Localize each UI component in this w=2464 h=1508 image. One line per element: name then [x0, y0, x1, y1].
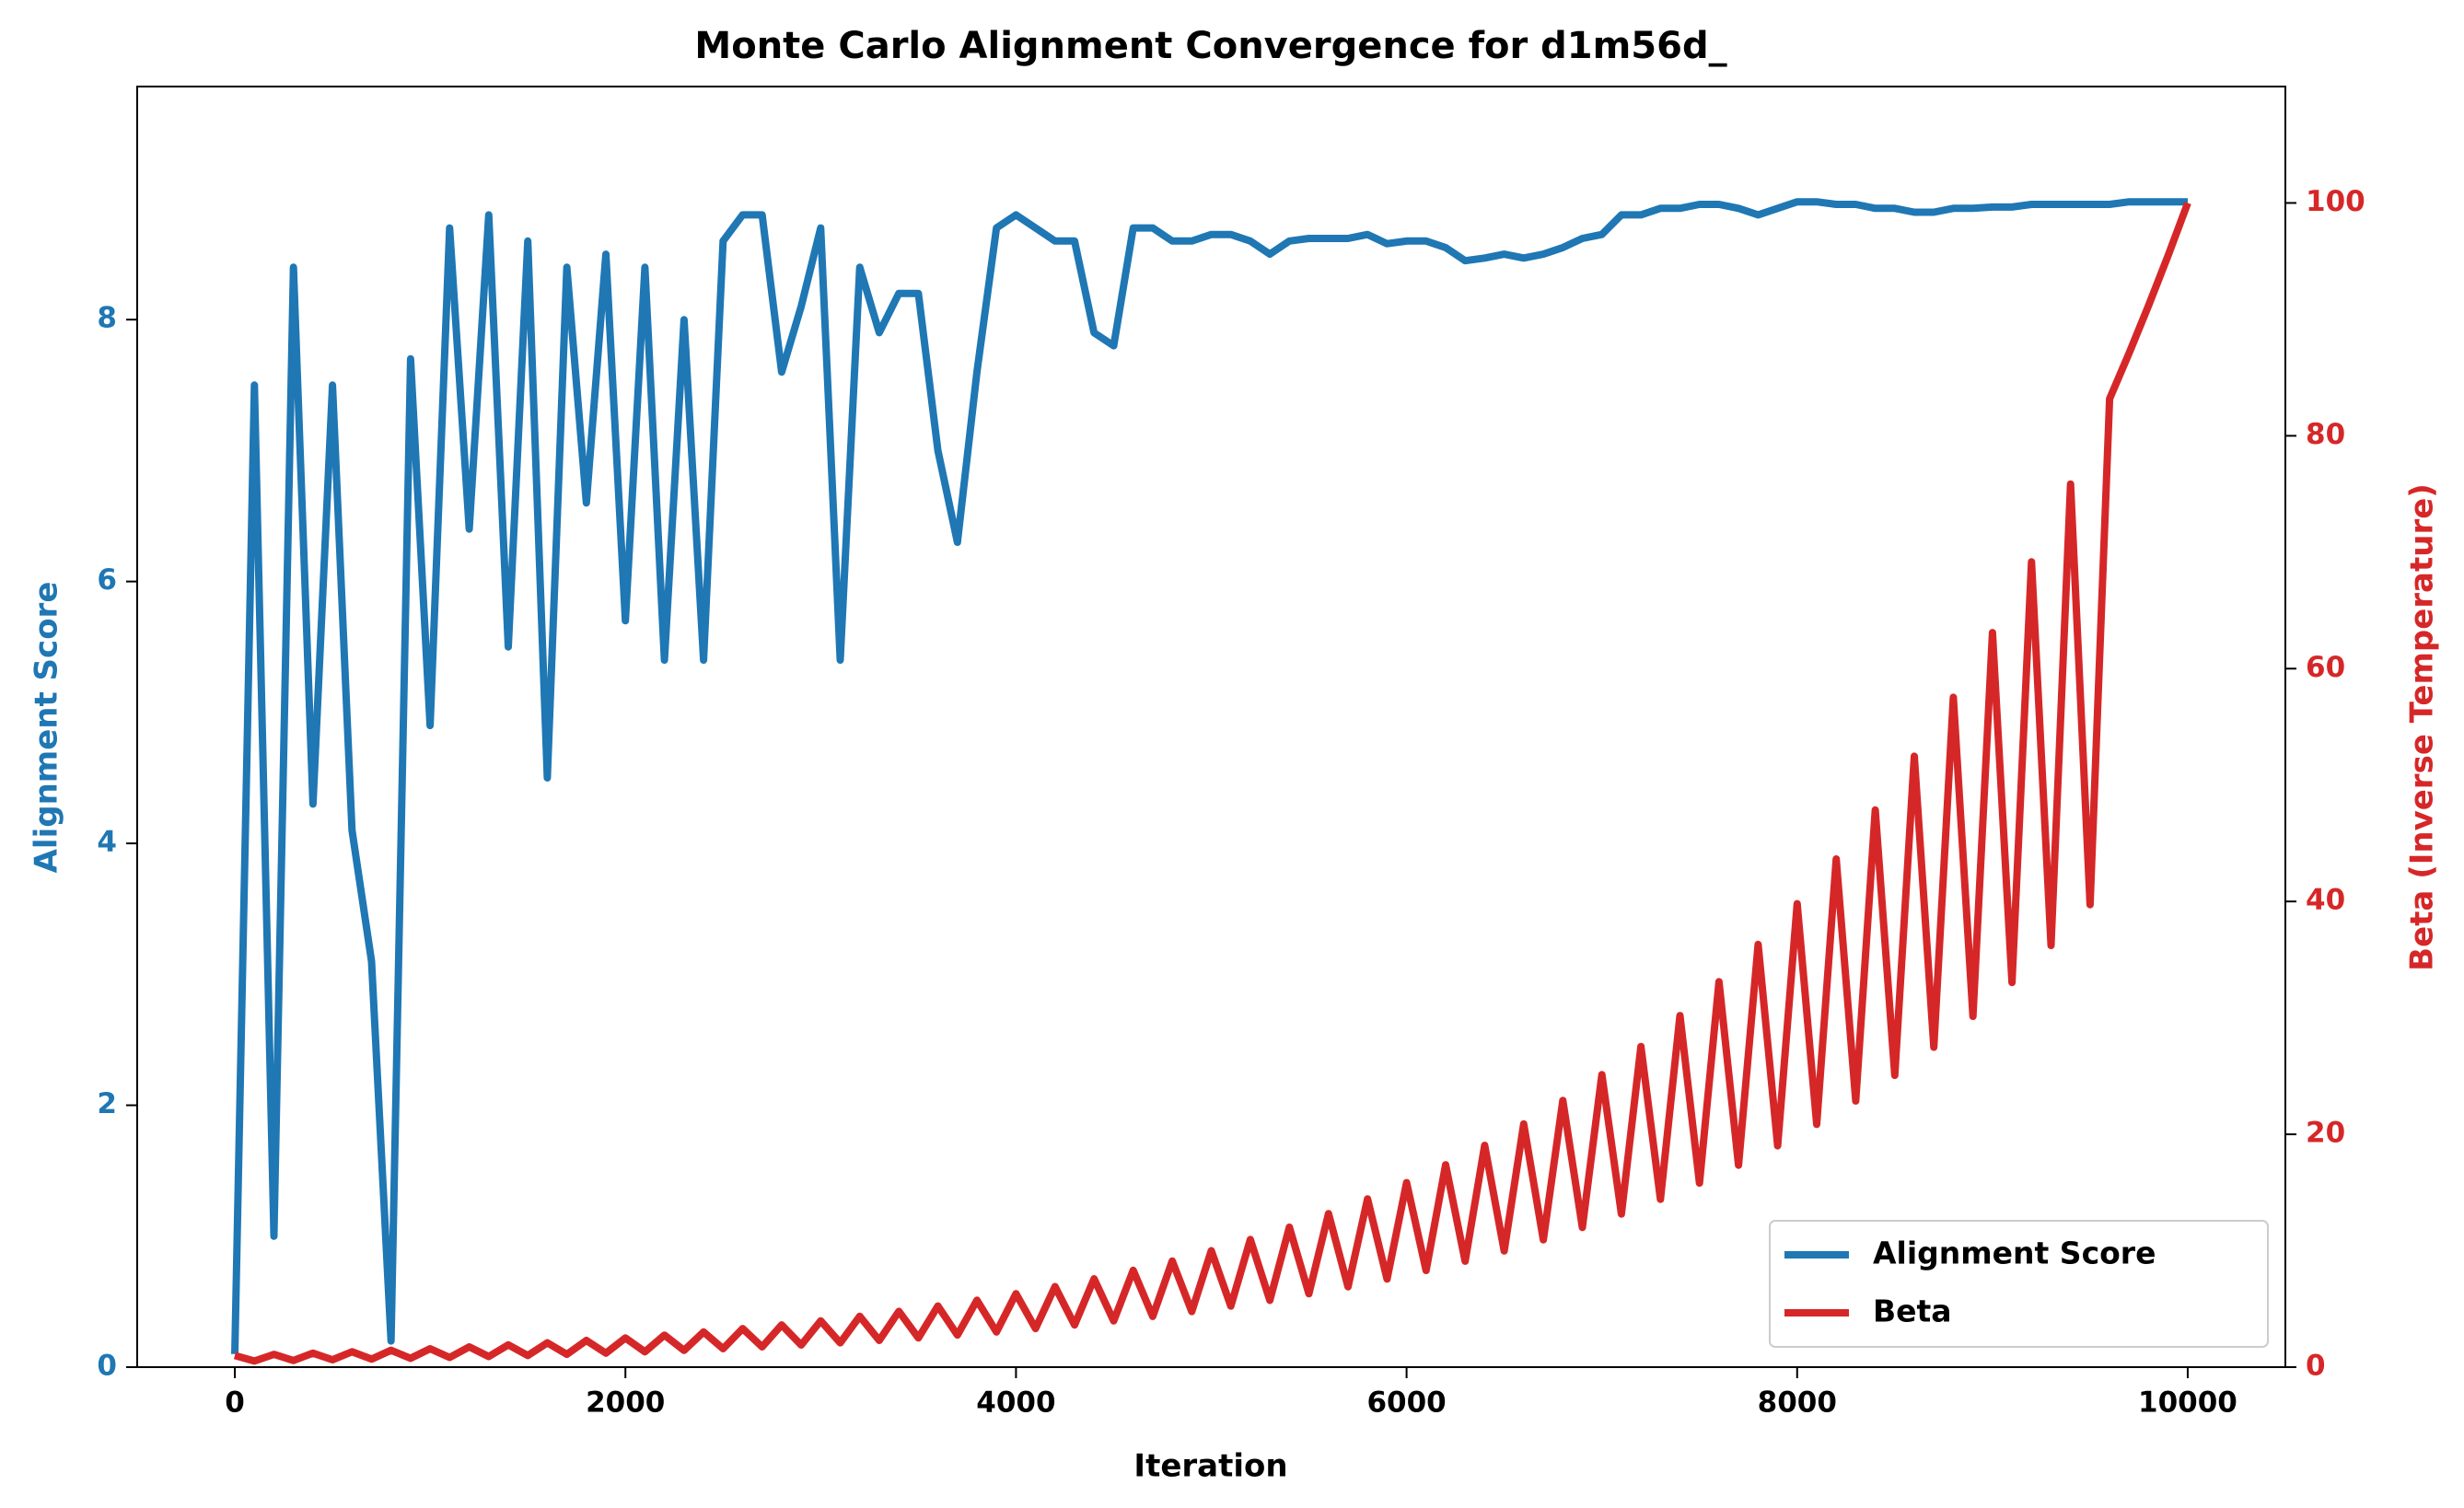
legend-box — [1769, 1220, 2269, 1348]
x-tick-label: 4000 — [976, 1386, 1055, 1420]
y2-tick-label: 80 — [2306, 418, 2345, 451]
legend-label: Alignment Score — [1873, 1235, 2156, 1271]
data-line — [233, 202, 2191, 1365]
y-tick-label: 4 — [97, 826, 117, 859]
y2-tick-label: 20 — [2306, 1117, 2345, 1150]
x-tick-label: 6000 — [1366, 1386, 1446, 1420]
chart-title: Monte Carlo Alignment Convergence for d1… — [694, 25, 1726, 67]
y2-tick-label: 60 — [2306, 651, 2345, 684]
y-tick-label: 6 — [97, 563, 117, 597]
legend-label: Beta — [1873, 1293, 1952, 1329]
y-tick-label: 8 — [97, 302, 117, 335]
y2-tick-label: 100 — [2306, 185, 2365, 218]
x-axis-label: Iteration — [1133, 1448, 1287, 1485]
y-axis-label: Alignment Score — [29, 582, 65, 874]
y2-tick-label: 0 — [2306, 1350, 2326, 1383]
x-tick-label: 2000 — [586, 1386, 665, 1420]
x-tick-label: 10000 — [2138, 1386, 2237, 1420]
y2-axis-label: Beta (Inverse Temperature) — [2404, 483, 2441, 971]
x-tick-label: 8000 — [1758, 1386, 1837, 1420]
x-tick-label: 0 — [225, 1386, 245, 1420]
y2-tick-label: 40 — [2306, 884, 2345, 917]
plot-frame — [136, 86, 2286, 1368]
y-tick-label: 2 — [97, 1087, 117, 1120]
data-line — [231, 198, 2188, 1354]
y-tick-label: 0 — [97, 1350, 117, 1383]
